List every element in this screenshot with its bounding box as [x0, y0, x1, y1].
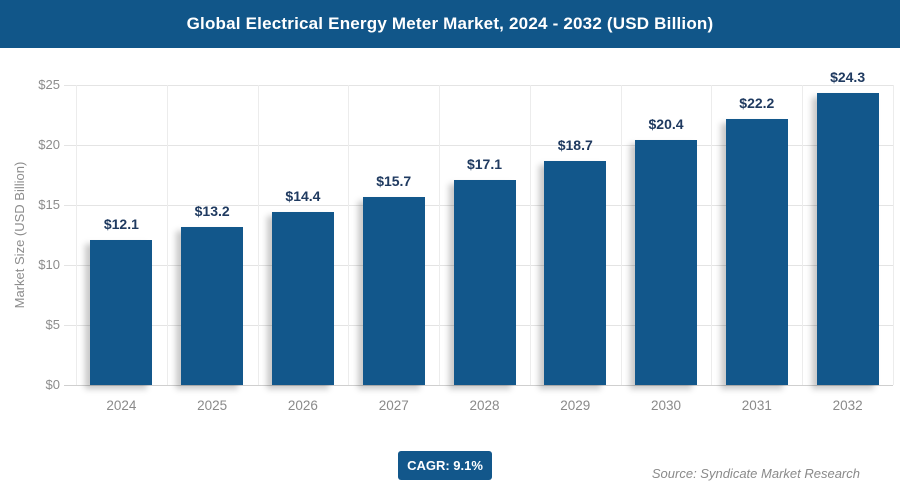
bar-value-label: $14.4: [285, 188, 321, 205]
bar-2025: [181, 226, 244, 385]
bar-2031: [725, 118, 788, 385]
bar-value-label: $12.1: [103, 215, 139, 232]
bar-2027: [362, 196, 425, 385]
gridline-x: [257, 85, 259, 385]
bar-value-label: $13.2: [194, 202, 230, 219]
bar-2028: [453, 179, 516, 385]
x-tick-label: 2032: [832, 398, 863, 413]
gridline-x: [711, 85, 713, 385]
x-tick-label: 2025: [197, 398, 228, 413]
y-tick-label: $10: [38, 257, 60, 272]
x-tick-label: 2031: [741, 398, 772, 413]
gridline-x: [348, 85, 350, 385]
y-tick-label: $5: [45, 317, 60, 332]
bar-2024: [90, 239, 153, 385]
cagr-badge: CAGR: 9.1%: [398, 451, 492, 480]
gridline-x: [620, 85, 622, 385]
x-tick-label: 2028: [469, 398, 500, 413]
chart-title: Global Electrical Energy Meter Market, 2…: [186, 14, 714, 33]
gridline-x: [439, 85, 441, 385]
y-tick-label: $0: [45, 377, 60, 392]
gridline-x: [76, 85, 77, 385]
x-tick-label: 2029: [560, 398, 591, 413]
bar-value-label: $24.3: [830, 69, 866, 86]
gridline-x: [802, 85, 804, 385]
bar-2029: [544, 160, 607, 385]
bar-value-label: $15.7: [376, 172, 412, 189]
gridline-x: [893, 85, 894, 385]
bar-value-label: $22.2: [739, 94, 775, 111]
source-attribution: Source: Syndicate Market Research: [651, 466, 860, 481]
gridline-y-$25: [64, 85, 893, 86]
chart-title-bar: Global Electrical Energy Meter Market, 2…: [0, 0, 900, 48]
bar-2032: [816, 93, 879, 385]
gridline-x: [166, 85, 168, 385]
bar-value-label: $18.7: [557, 136, 593, 153]
x-tick-label: 2027: [378, 398, 409, 413]
bar-2030: [635, 140, 698, 385]
bar-value-label: $20.4: [648, 116, 684, 133]
bar-value-label: $17.1: [466, 155, 503, 172]
gridline-y-$20: [64, 145, 893, 146]
gridline-x: [529, 85, 531, 385]
y-tick-label: $25: [38, 77, 60, 92]
x-tick-label: 2026: [287, 398, 318, 413]
y-axis-title: Market Size (USD Billion): [12, 161, 27, 309]
x-tick-label: 2030: [651, 398, 682, 413]
gridline-y-$0: [64, 385, 893, 386]
y-tick-label: $20: [38, 137, 60, 152]
x-tick-label: 2024: [106, 398, 137, 413]
bar-2026: [271, 212, 334, 385]
y-tick-label: $15: [38, 197, 60, 212]
